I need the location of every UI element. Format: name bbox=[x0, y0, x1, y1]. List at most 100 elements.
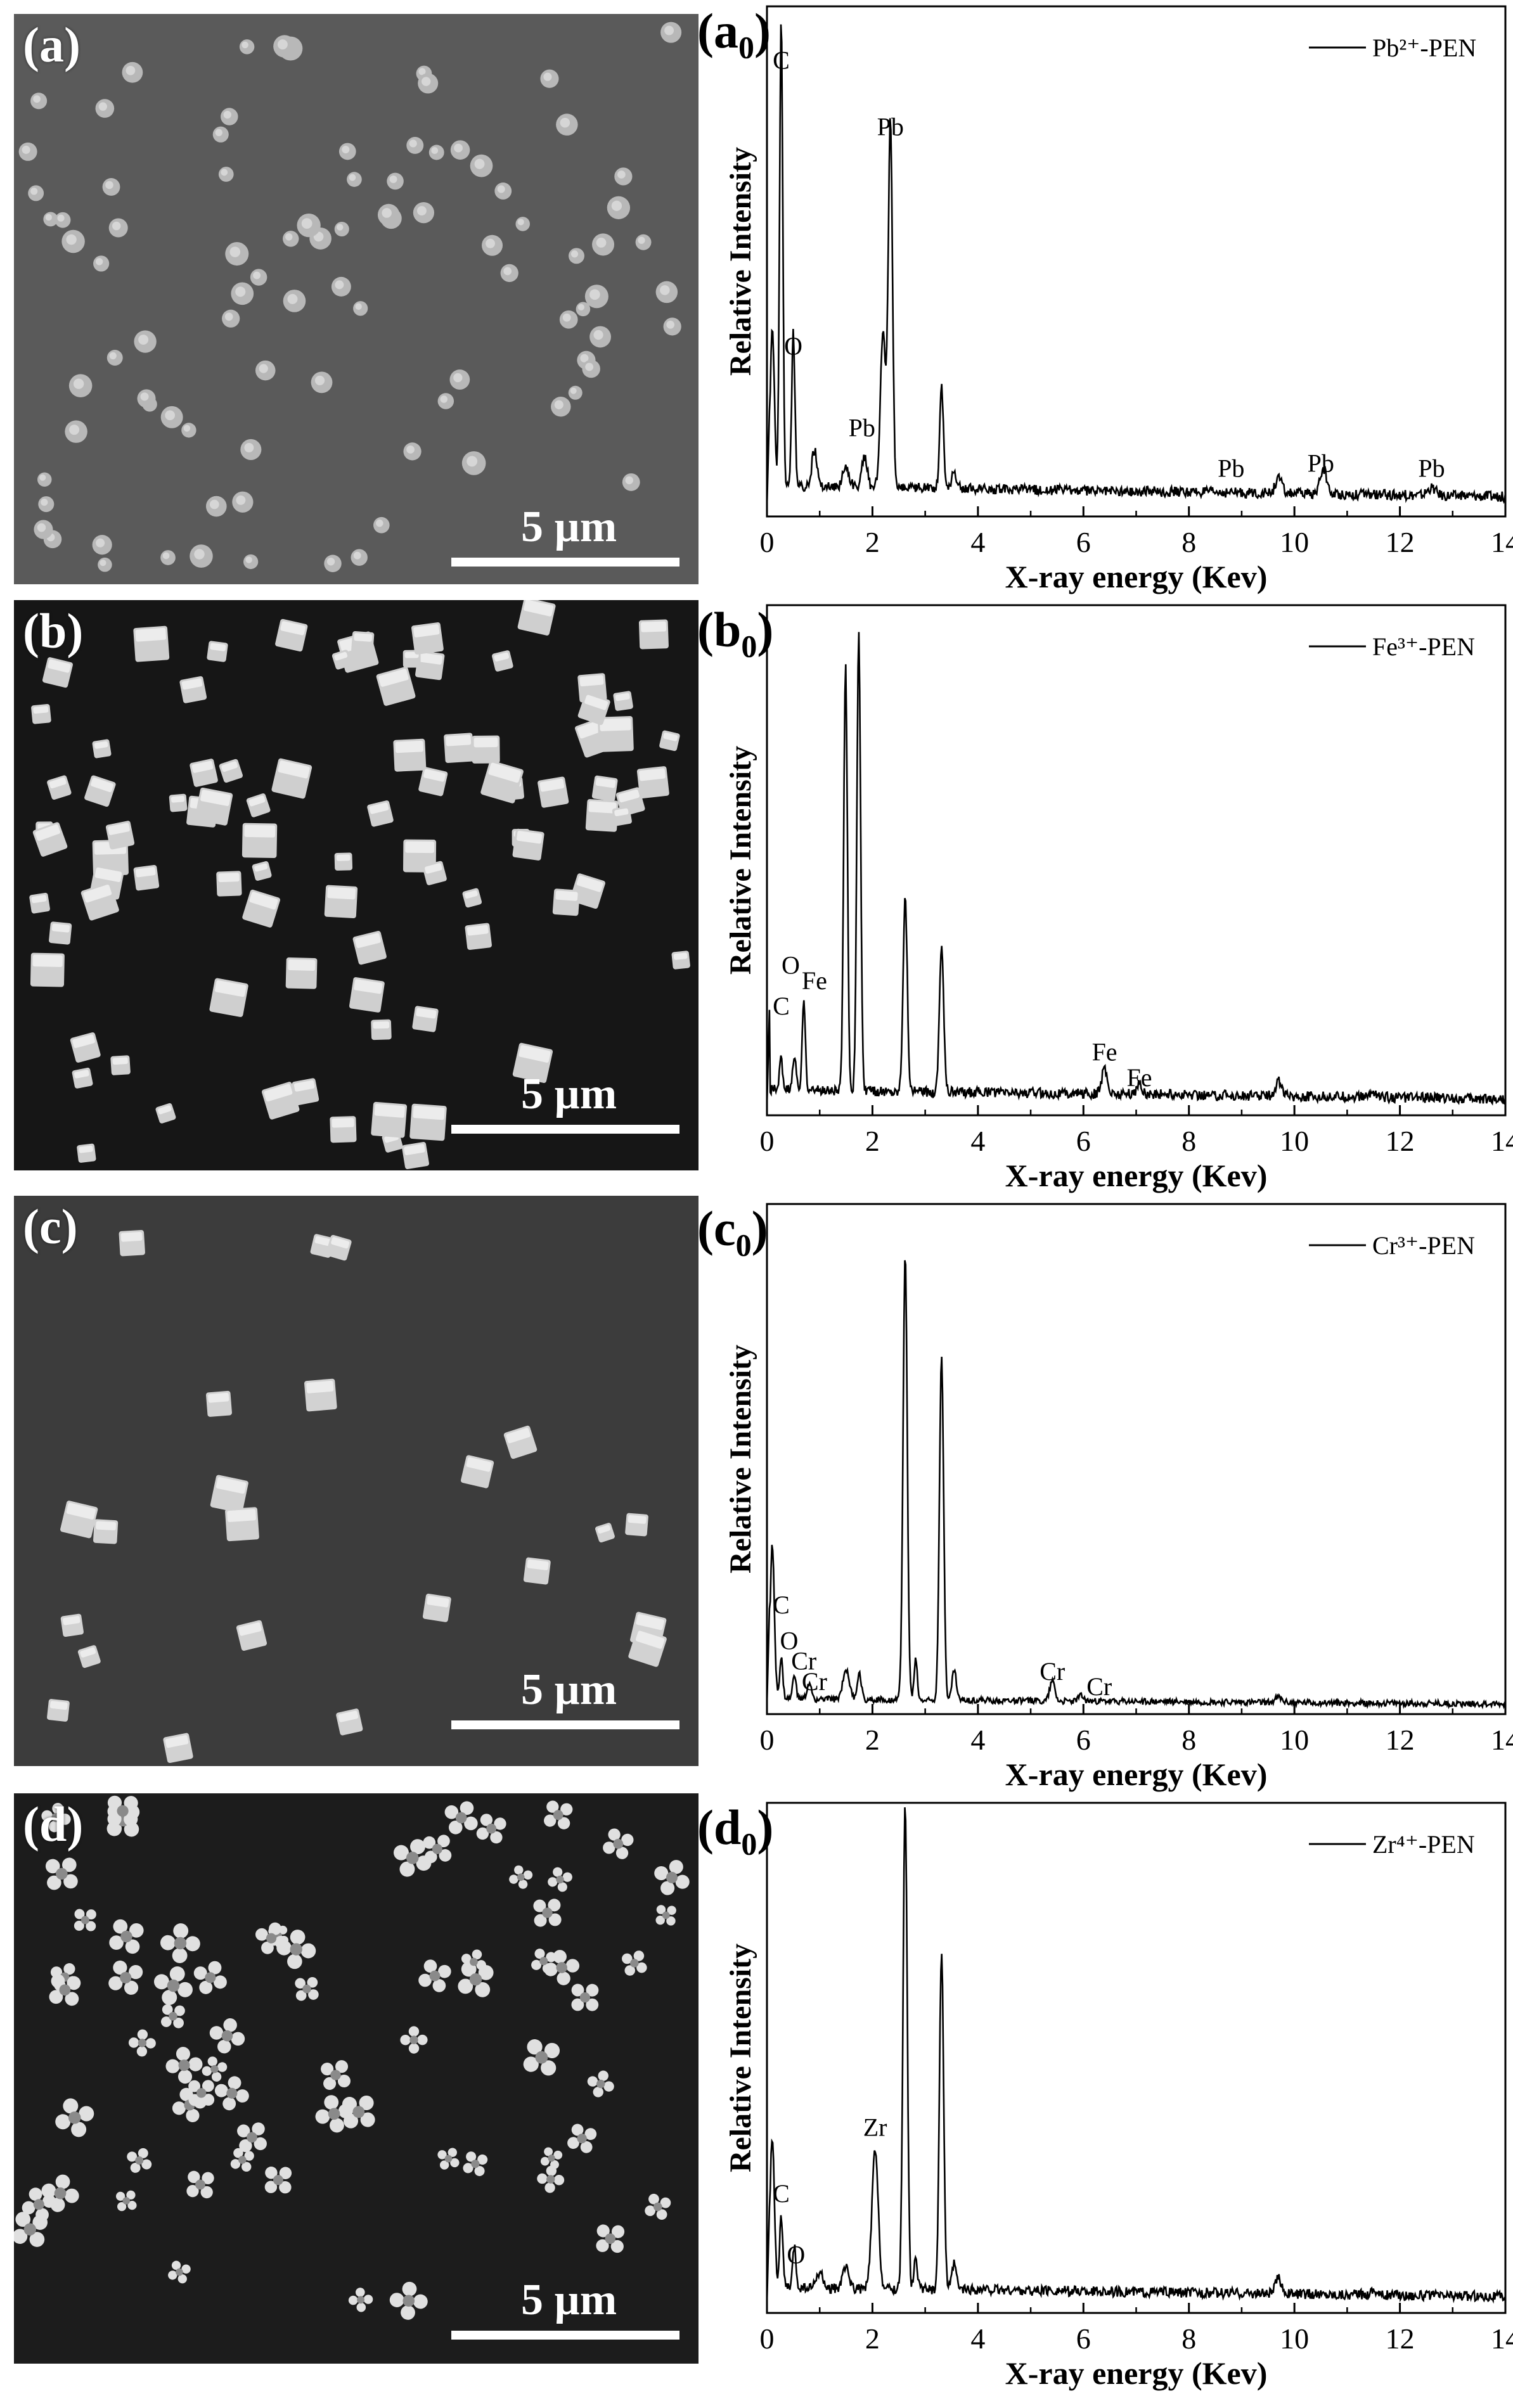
peak-label: O bbox=[784, 332, 802, 361]
particle-lobe bbox=[565, 1959, 580, 1973]
particle-highlight bbox=[108, 823, 130, 835]
x-tick-label: 4 bbox=[970, 1724, 985, 1756]
particle-lobe bbox=[208, 1961, 222, 1975]
particle bbox=[60, 1501, 98, 1539]
particle-lobe bbox=[124, 1796, 138, 1810]
particle-center bbox=[176, 2268, 183, 2276]
particle-lobe bbox=[359, 2095, 374, 2111]
particle-lobe bbox=[265, 2167, 278, 2179]
particle-center bbox=[205, 1972, 216, 1983]
panel-label-b: (b) bbox=[23, 603, 84, 658]
particle-highlight bbox=[413, 1105, 445, 1120]
particle bbox=[409, 1103, 447, 1141]
particle-center bbox=[486, 1823, 497, 1834]
x-tick-label: 4 bbox=[970, 2322, 985, 2355]
particle bbox=[165, 2047, 203, 2084]
particle-lobe bbox=[124, 1980, 139, 1995]
particle-highlight bbox=[576, 875, 603, 892]
particle-highlight bbox=[467, 456, 478, 467]
x-tick-label: 10 bbox=[1280, 526, 1309, 558]
particle-highlight bbox=[135, 627, 167, 642]
particle-highlight bbox=[301, 218, 312, 229]
particle bbox=[47, 1699, 70, 1722]
particle-lobe bbox=[63, 1874, 78, 1889]
particle-lobe bbox=[402, 2281, 417, 2296]
particle-center bbox=[330, 2070, 341, 2080]
particle bbox=[105, 821, 135, 850]
particle-center bbox=[546, 2175, 555, 2184]
particle-lobe bbox=[171, 2260, 181, 2270]
particle-lobe bbox=[160, 2016, 172, 2027]
particle-lobe bbox=[29, 2187, 42, 2201]
particle-highlight bbox=[596, 238, 607, 248]
particle-lobe bbox=[475, 1982, 491, 1997]
particle bbox=[591, 775, 618, 802]
particle-lobe bbox=[523, 1870, 533, 1880]
particle-highlight bbox=[37, 523, 46, 532]
particle-lobe bbox=[109, 1935, 124, 1950]
peak-label: C bbox=[773, 992, 790, 1020]
particle-lobe bbox=[279, 2167, 292, 2179]
particle bbox=[334, 852, 353, 871]
particle-highlight bbox=[259, 364, 268, 373]
particle bbox=[236, 1620, 267, 1651]
eds-chart-b0: (b0) 0 2 4 6 8 10 12 14 X-ray energy (Kev) Relati… bbox=[697, 599, 1513, 1198]
particle-highlight bbox=[660, 285, 670, 295]
plot-frame bbox=[766, 1203, 1507, 1715]
particle bbox=[72, 1067, 93, 1089]
particle bbox=[336, 1708, 363, 1736]
particle-highlight bbox=[236, 495, 246, 505]
particle bbox=[315, 2095, 353, 2133]
peak-label: Fe bbox=[1092, 1038, 1117, 1066]
particle bbox=[225, 1507, 259, 1542]
particle bbox=[107, 1795, 138, 1826]
particle bbox=[92, 739, 112, 759]
particle-highlight bbox=[191, 760, 214, 773]
particle bbox=[503, 1425, 538, 1459]
legend-label: Cr³⁺-PEN bbox=[1372, 1231, 1475, 1260]
particle-highlight bbox=[79, 1145, 93, 1153]
particle bbox=[41, 1803, 71, 1833]
particle-lobe bbox=[178, 2070, 193, 2084]
particle-lobe bbox=[115, 2191, 126, 2201]
particle-lobe bbox=[186, 2108, 200, 2123]
particle-highlight bbox=[33, 706, 49, 714]
particle bbox=[612, 806, 632, 826]
particle bbox=[422, 861, 447, 885]
particle bbox=[544, 1800, 573, 1829]
spectrum-line bbox=[766, 1807, 1507, 2304]
particle-highlight bbox=[45, 214, 52, 221]
particle-lobe bbox=[356, 2288, 365, 2297]
particle bbox=[654, 1860, 690, 1895]
x-tick-label: 2 bbox=[865, 1724, 880, 1756]
particle-lobe bbox=[174, 2005, 185, 2016]
particle-lobe bbox=[193, 1966, 207, 1980]
particle-highlight bbox=[39, 474, 46, 481]
particle-highlight bbox=[332, 1118, 354, 1128]
particle-highlight bbox=[354, 633, 373, 642]
particle-lobe bbox=[188, 2170, 200, 2184]
particle-lobe bbox=[611, 2225, 625, 2238]
peak-label: C bbox=[773, 2179, 790, 2208]
particle-lobe bbox=[593, 2087, 603, 2097]
particle bbox=[32, 822, 68, 857]
particle-lobe bbox=[461, 1954, 472, 1964]
sem-panel-b: (b) 5 µm bbox=[14, 600, 699, 1170]
x-tick-label: 8 bbox=[1181, 526, 1196, 558]
particle-highlight bbox=[288, 959, 316, 971]
particle-lobe bbox=[173, 1923, 189, 1938]
particle bbox=[625, 1513, 648, 1537]
particle-lobe bbox=[560, 1803, 573, 1816]
particle-lobe bbox=[64, 2188, 79, 2203]
particle-center bbox=[210, 2065, 219, 2073]
particle bbox=[133, 625, 170, 662]
particle-highlight bbox=[181, 678, 203, 690]
legend-label: Zr⁴⁺-PEN bbox=[1372, 1830, 1475, 1859]
particle bbox=[480, 760, 524, 804]
spectrum-line bbox=[766, 632, 1507, 1106]
particle-highlight bbox=[126, 65, 136, 75]
particle-lobe bbox=[553, 1867, 563, 1877]
particle-lobe bbox=[669, 1860, 683, 1874]
particle-center bbox=[238, 2156, 247, 2164]
particle-center bbox=[122, 2197, 131, 2205]
